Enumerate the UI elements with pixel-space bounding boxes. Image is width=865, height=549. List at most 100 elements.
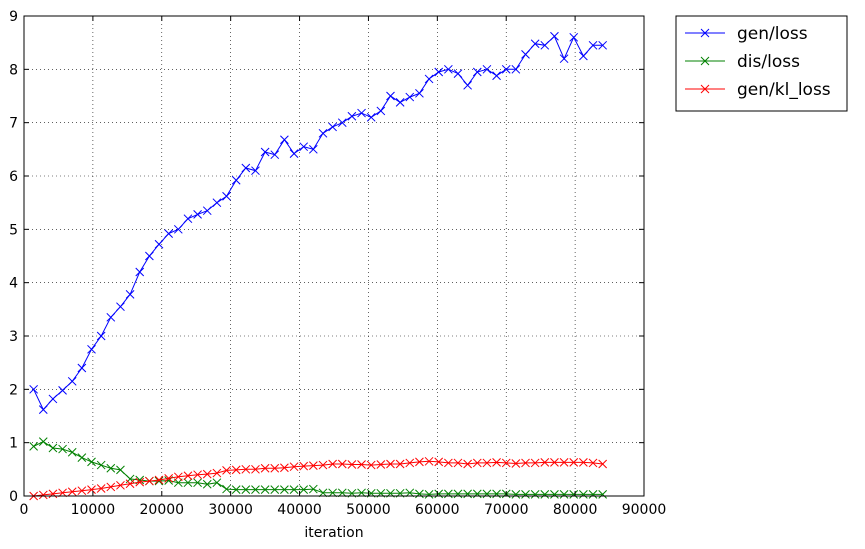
x-tick-label: 20000 [140, 502, 185, 518]
data-point-gen-kl-loss [328, 459, 337, 469]
data-point-gen-loss [337, 118, 347, 128]
data-point-gen-kl-loss [308, 461, 318, 470]
data-point-gen-kl-loss [38, 490, 48, 500]
data-point-dis-loss [67, 447, 77, 457]
data-point-gen-kl-loss [357, 460, 366, 469]
data-point-dis-loss [251, 485, 260, 494]
data-point-gen-loss [251, 166, 260, 176]
data-point-dis-loss [434, 489, 444, 499]
data-point-gen-loss [395, 98, 405, 107]
data-point-gen-loss [501, 64, 511, 74]
y-tick-label: 8 [9, 62, 18, 78]
data-point-gen-loss [193, 210, 202, 219]
data-point-gen-loss [231, 175, 241, 185]
data-point-dis-loss [231, 485, 241, 494]
data-point-gen-kl-loss [598, 459, 608, 469]
data-point-gen-kl-loss [530, 458, 540, 468]
data-point-gen-kl-loss [463, 459, 472, 469]
data-point-gen-loss [183, 214, 193, 224]
data-point-gen-kl-loss [145, 476, 154, 486]
data-point-gen-kl-loss [173, 472, 183, 482]
grid-lines [24, 16, 644, 496]
data-point-gen-loss [308, 144, 318, 154]
data-point-dis-loss [482, 489, 492, 499]
data-point-gen-kl-loss [58, 488, 67, 498]
data-point-gen-loss [222, 191, 231, 201]
data-point-dis-loss [183, 478, 193, 488]
data-point-gen-kl-loss [540, 458, 550, 467]
data-point-dis-loss [212, 478, 222, 488]
x-tick-label: 80000 [553, 502, 598, 518]
data-point-gen-loss [444, 64, 453, 74]
axis-ticks: 0 10000 20000 30000 40000 50000 60000 70000 8000… [9, 9, 666, 518]
data-point-dis-loss [87, 457, 96, 467]
data-point-gen-loss [241, 163, 251, 173]
data-point-gen-loss [550, 31, 559, 41]
legend-marker-gen-kl-loss [700, 84, 710, 94]
data-point-gen-kl-loss [588, 458, 598, 468]
data-point-gen-loss [280, 135, 289, 145]
data-point-dis-loss [492, 489, 501, 499]
data-point-dis-loss [511, 490, 521, 499]
data-point-dis-loss [193, 478, 202, 488]
legend-label-gen-loss: gen/loss [737, 24, 808, 44]
data-point-gen-kl-loss [550, 458, 559, 467]
x-tick-label: 60000 [415, 502, 460, 518]
data-point-gen-loss [77, 363, 87, 373]
legend-label-dis-loss: dis/loss [737, 52, 800, 72]
data-point-gen-loss [559, 54, 569, 64]
y-tick-label: 1 [9, 436, 18, 452]
data-point-gen-loss [135, 267, 145, 277]
x-tick-label: 90000 [622, 502, 667, 518]
data-point-dis-loss [222, 484, 231, 494]
data-point-gen-kl-loss [569, 458, 579, 467]
data-point-gen-kl-loss [241, 464, 251, 474]
data-point-gen-loss [299, 142, 309, 152]
data-point-gen-kl-loss [270, 463, 280, 473]
data-point-gen-kl-loss [289, 462, 299, 472]
data-point-dis-loss [530, 490, 540, 499]
x-tick-label: 10000 [71, 502, 116, 518]
series-line-gen-kl-loss [33, 460, 603, 497]
data-point-gen-loss [328, 122, 337, 132]
data-point-dis-loss [337, 488, 347, 498]
data-point-dis-loss [38, 437, 48, 446]
data-point-gen-kl-loss [492, 458, 501, 467]
data-point-dis-loss [463, 489, 472, 499]
data-point-gen-loss [67, 376, 77, 386]
data-point-gen-loss [579, 51, 588, 61]
data-point-dis-loss [106, 463, 116, 473]
data-point-dis-loss [270, 485, 280, 494]
data-point-dis-loss [453, 489, 463, 499]
data-point-gen-loss [598, 40, 608, 50]
data-point-dis-loss [588, 490, 598, 499]
data-point-gen-loss [58, 386, 67, 395]
data-point-gen-loss [376, 106, 386, 116]
y-tick-label: 9 [9, 9, 18, 25]
data-point-dis-loss [579, 490, 588, 499]
data-point-gen-kl-loss [87, 485, 96, 494]
data-point-dis-loss [472, 489, 482, 499]
y-tick-label: 6 [9, 169, 18, 185]
data-point-gen-kl-loss [164, 474, 174, 483]
data-point-gen-loss [318, 128, 328, 138]
data-point-dis-loss [96, 460, 106, 470]
data-point-dis-loss [289, 485, 299, 494]
data-point-gen-loss [29, 384, 38, 394]
data-point-dis-loss [405, 488, 415, 498]
data-point-gen-loss [38, 405, 48, 414]
data-point-gen-kl-loss [125, 479, 135, 489]
data-point-gen-loss [289, 149, 299, 158]
x-tick-label: 50000 [346, 502, 391, 518]
data-point-gen-kl-loss [318, 460, 328, 470]
data-point-gen-kl-loss [472, 458, 482, 468]
data-point-gen-kl-loss [347, 460, 357, 469]
data-point-gen-loss [366, 112, 376, 122]
data-point-dis-loss [308, 484, 318, 494]
data-point-gen-loss [540, 40, 550, 50]
data-point-gen-kl-loss [260, 463, 270, 473]
data-point-dis-loss [444, 489, 453, 499]
y-tick-label: 7 [9, 116, 18, 132]
data-point-dis-loss [280, 485, 289, 494]
data-point-gen-kl-loss [231, 465, 241, 475]
